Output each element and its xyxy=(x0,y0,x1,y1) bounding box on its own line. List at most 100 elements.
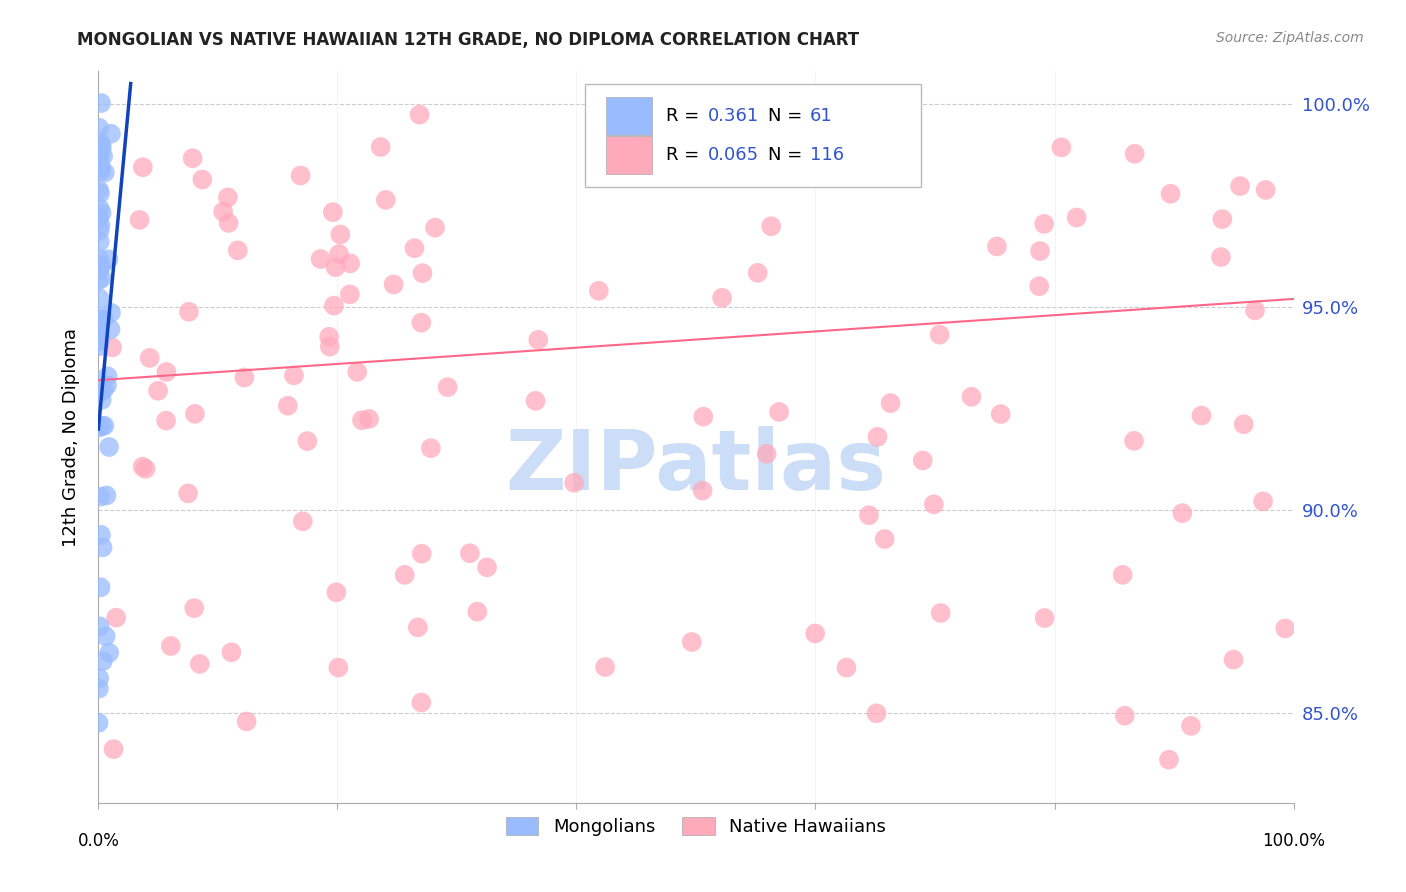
Point xyxy=(101,340,124,354)
Point xyxy=(89,235,111,249)
Point xyxy=(1028,279,1050,293)
Point xyxy=(89,322,111,336)
Point xyxy=(394,567,416,582)
Point xyxy=(135,462,157,476)
Point xyxy=(100,306,122,320)
Point xyxy=(91,541,114,555)
Point xyxy=(277,399,299,413)
Text: 116: 116 xyxy=(810,145,844,164)
Point xyxy=(1123,146,1146,161)
Point xyxy=(835,660,858,674)
Text: R =: R = xyxy=(666,145,704,164)
Point xyxy=(406,620,429,634)
Point xyxy=(184,407,207,421)
Point xyxy=(609,105,631,120)
Point xyxy=(1066,211,1088,225)
Point xyxy=(1160,186,1182,201)
Point xyxy=(328,660,350,674)
Point xyxy=(1171,506,1194,520)
Point xyxy=(89,334,111,349)
Point xyxy=(177,305,200,319)
Point xyxy=(90,271,112,285)
Point xyxy=(419,441,441,455)
Point xyxy=(87,160,110,174)
Point xyxy=(382,277,405,292)
Point xyxy=(329,227,352,242)
Point xyxy=(1191,409,1213,423)
Point xyxy=(928,327,950,342)
Point xyxy=(986,239,1008,253)
Point xyxy=(325,585,347,599)
Point xyxy=(1033,217,1056,231)
Point xyxy=(858,508,880,523)
Point xyxy=(681,635,703,649)
Point xyxy=(132,160,155,174)
Point xyxy=(87,263,110,277)
Point xyxy=(87,149,110,163)
Point xyxy=(89,186,111,201)
Point xyxy=(1111,567,1133,582)
FancyBboxPatch shape xyxy=(606,136,652,174)
Point xyxy=(309,252,332,266)
Point xyxy=(155,365,177,379)
Point xyxy=(233,370,256,384)
Point xyxy=(103,742,125,756)
Text: 0.065: 0.065 xyxy=(709,145,759,164)
Point xyxy=(89,292,111,306)
Point xyxy=(711,291,734,305)
Point xyxy=(87,120,110,135)
Point xyxy=(370,140,392,154)
Point xyxy=(87,183,110,197)
Point xyxy=(960,390,983,404)
Point xyxy=(138,351,160,365)
Point xyxy=(423,220,446,235)
Point xyxy=(90,142,112,156)
Point xyxy=(436,380,458,394)
Point xyxy=(97,369,120,384)
Point xyxy=(87,152,110,166)
Point xyxy=(218,216,240,230)
Point xyxy=(873,532,896,546)
Point xyxy=(89,260,111,274)
Point xyxy=(87,339,110,353)
Point xyxy=(188,657,211,671)
Point xyxy=(89,224,111,238)
Point xyxy=(181,151,204,165)
Point xyxy=(1251,494,1274,508)
Point xyxy=(692,409,714,424)
Point xyxy=(90,96,112,111)
Point xyxy=(89,135,111,149)
FancyBboxPatch shape xyxy=(585,84,921,187)
Point xyxy=(929,606,952,620)
Text: N =: N = xyxy=(768,107,807,125)
Point xyxy=(692,483,714,498)
Point xyxy=(879,396,901,410)
Point xyxy=(89,311,111,326)
Point xyxy=(1229,179,1251,194)
Point xyxy=(1244,303,1267,318)
Point xyxy=(89,202,111,216)
Point xyxy=(87,211,110,226)
Point xyxy=(89,671,111,685)
Point xyxy=(183,601,205,615)
Point xyxy=(728,101,751,115)
Point xyxy=(1222,652,1244,666)
Point xyxy=(408,108,430,122)
Point xyxy=(93,383,115,397)
Point xyxy=(350,413,373,427)
Text: MONGOLIAN VS NATIVE HAWAIIAN 12TH GRADE, NO DIPLOMA CORRELATION CHART: MONGOLIAN VS NATIVE HAWAIIAN 12TH GRADE,… xyxy=(77,31,859,49)
Point xyxy=(323,299,346,313)
Point xyxy=(1209,250,1232,264)
Point xyxy=(96,378,118,392)
Point xyxy=(747,266,769,280)
Point xyxy=(1114,708,1136,723)
Point xyxy=(1233,417,1256,432)
Point xyxy=(146,384,169,398)
Point xyxy=(98,646,121,660)
Point xyxy=(89,420,111,434)
Point xyxy=(911,453,934,467)
Point xyxy=(283,368,305,383)
FancyBboxPatch shape xyxy=(606,97,652,135)
Point xyxy=(322,205,344,219)
Point xyxy=(212,204,235,219)
